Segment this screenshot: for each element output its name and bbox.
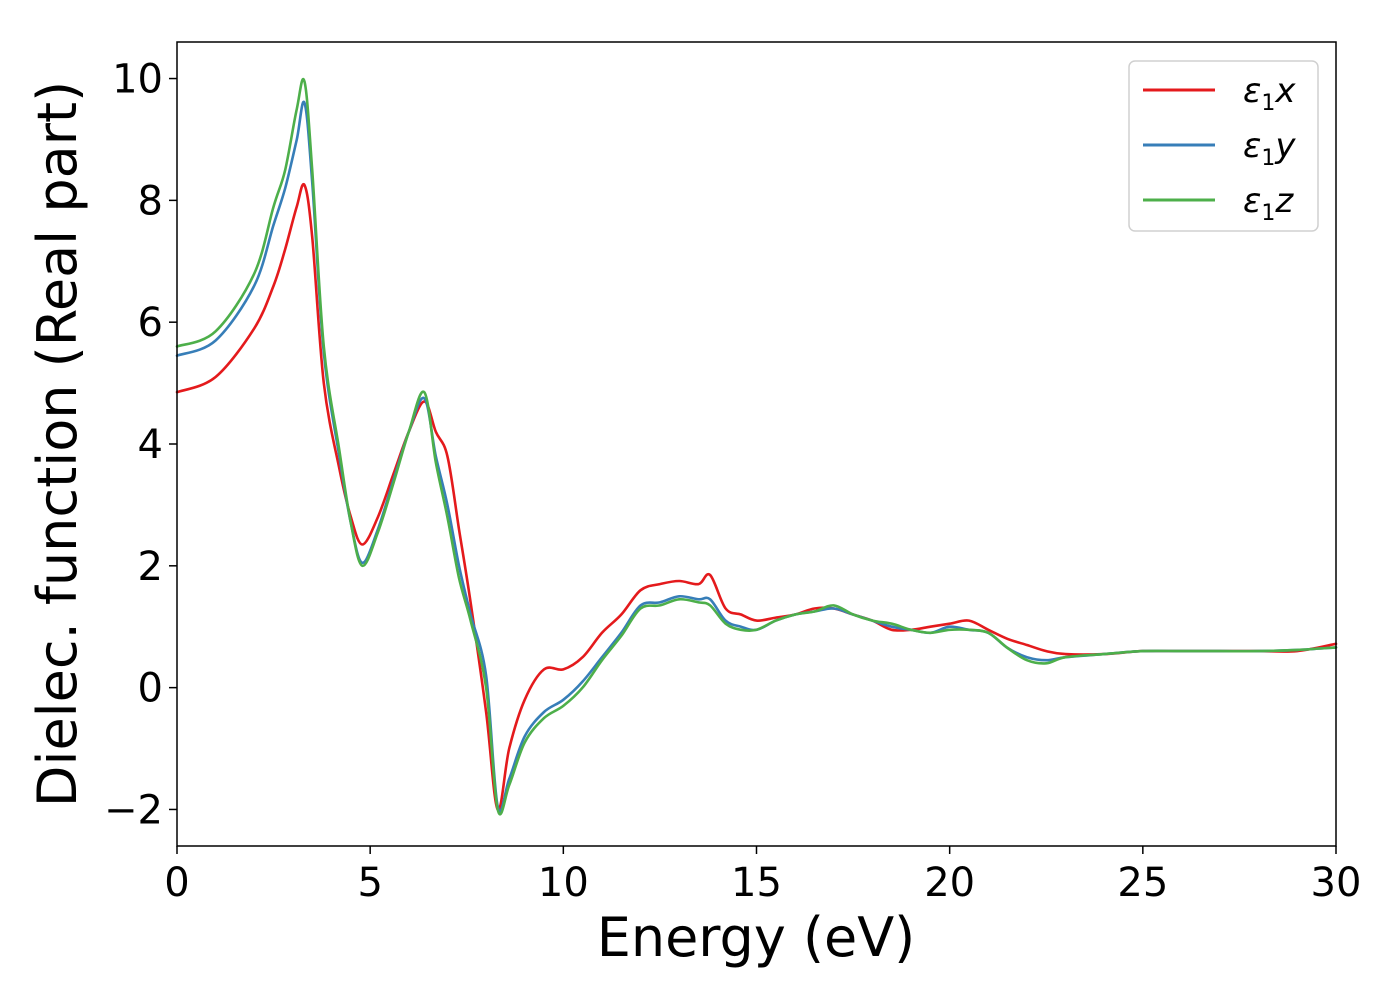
y-tick-label: −2 bbox=[104, 787, 163, 833]
y-axis-ticks: −2 0 2 4 6 8 10 bbox=[104, 57, 177, 833]
x-tick-label: 15 bbox=[731, 860, 782, 906]
y-tick-label: 4 bbox=[138, 422, 163, 468]
x-tick-label: 25 bbox=[1117, 860, 1168, 906]
legend-label-3: ε1z bbox=[1243, 181, 1294, 226]
y-tick-label: 2 bbox=[138, 544, 163, 590]
x-tick-label: 30 bbox=[1311, 860, 1362, 906]
legend-box bbox=[1128, 60, 1319, 232]
series-line-3 bbox=[175, 77, 1338, 816]
y-tick-label: 6 bbox=[138, 300, 163, 346]
y-tick-label: 8 bbox=[138, 178, 163, 224]
legend-label-1: ε1x bbox=[1243, 71, 1296, 116]
legend-label-2: ε1y bbox=[1243, 126, 1296, 171]
x-tick-label: 20 bbox=[924, 860, 975, 906]
y-tick-label: 0 bbox=[138, 666, 163, 712]
legend: ε1x ε1y ε1z bbox=[1128, 60, 1319, 232]
x-axis-ticks: 0 5 10 15 20 25 30 bbox=[164, 846, 1361, 906]
y-tick-label: 10 bbox=[112, 57, 163, 103]
x-tick-label: 10 bbox=[538, 860, 589, 906]
x-tick-label: 5 bbox=[357, 860, 382, 906]
y-axis-label: Dielec. function (Real part) bbox=[26, 81, 89, 807]
x-tick-label: 0 bbox=[164, 860, 189, 906]
series-layer bbox=[175, 77, 1338, 816]
x-axis-label: Energy (eV) bbox=[597, 906, 916, 969]
